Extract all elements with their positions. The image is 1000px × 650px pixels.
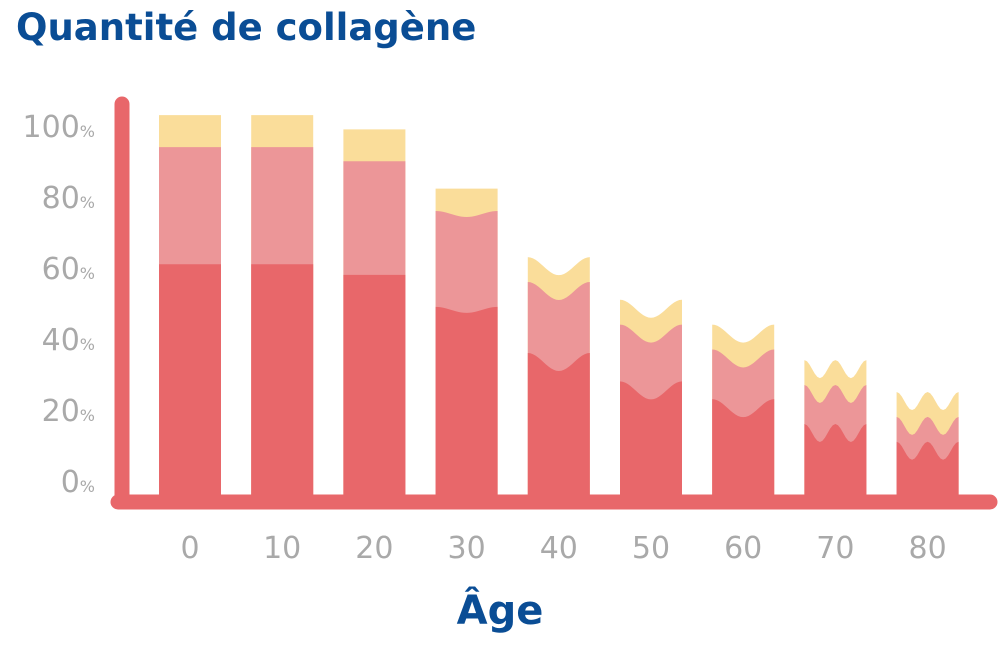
y-tick-label: 100% <box>23 110 95 145</box>
base-bar-10 <box>251 264 314 497</box>
x-tick-label: 10 <box>263 531 301 566</box>
base-bar-70 <box>804 424 867 497</box>
x-tick-label: 30 <box>448 531 486 566</box>
base-bar-40 <box>527 353 590 497</box>
x-tick-labels: 0 10 20 30 40 50 60 70 80 <box>180 531 946 566</box>
axes-layer <box>110 96 998 510</box>
y-tick-label: 0% <box>61 465 95 500</box>
chart-title: Quantité de collagène <box>16 6 477 49</box>
y-tick-label: 40% <box>42 323 95 358</box>
bars-layer <box>159 115 959 498</box>
x-tick-label: 0 <box>180 531 199 566</box>
base-bar-80 <box>896 441 959 497</box>
x-axis-title: Âge <box>456 588 544 634</box>
base-bar-30 <box>435 306 498 497</box>
base-bar-60 <box>712 399 775 497</box>
x-tick-label: 60 <box>724 531 762 566</box>
x-tick-label: 20 <box>355 531 393 566</box>
x-tick-label: 50 <box>632 531 670 566</box>
x-tick-label: 70 <box>816 531 854 566</box>
x-tick-label: 40 <box>540 531 578 566</box>
y-tick-label: 60% <box>42 252 95 287</box>
y-tick-labels: 0% 20% 40% 60% 80% 100% <box>23 110 95 500</box>
base-bar-20 <box>343 274 406 497</box>
y-tick-label: 20% <box>42 394 95 429</box>
x-tick-label: 80 <box>909 531 947 566</box>
base-bar-0 <box>159 264 221 497</box>
y-tick-label: 80% <box>42 181 95 216</box>
base-bar-50 <box>620 381 682 497</box>
